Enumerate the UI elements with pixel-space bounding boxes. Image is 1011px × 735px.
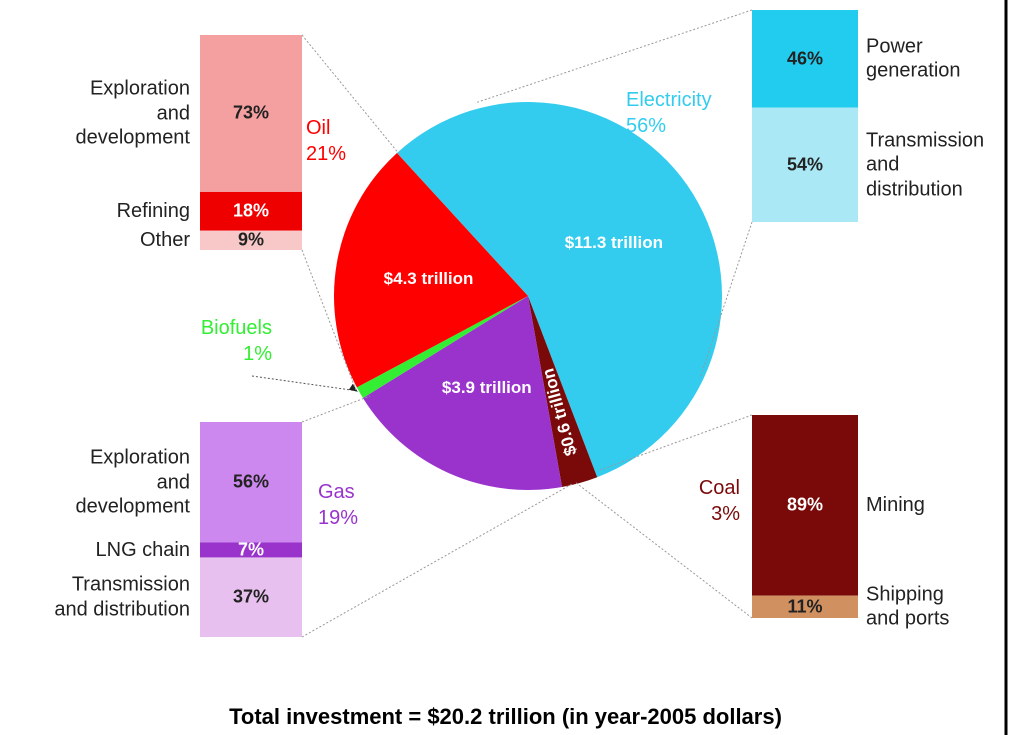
pie-slice	[362, 296, 563, 490]
segment-label: 18%	[232, 200, 270, 221]
part-label: LNG chain	[95, 538, 191, 561]
connector	[699, 221, 753, 379]
category-label: Biofuels	[200, 317, 272, 339]
breakdown-segment	[200, 230, 302, 250]
slice-amount-label: $3.9 trillion	[441, 378, 532, 398]
category-percent: 3%	[711, 503, 740, 525]
segment-label: 7%	[237, 539, 265, 560]
segment-label: 73%	[232, 102, 270, 123]
part-label: Exploration and development	[75, 77, 190, 149]
category-percent: 19%	[318, 507, 359, 529]
pointer-line	[251, 375, 356, 392]
part-label: Transmission and distribution	[866, 129, 985, 200]
part-label: Transmission and distribution	[54, 573, 190, 621]
part-label: Mining	[866, 494, 925, 517]
breakdown-segment	[752, 415, 858, 596]
segment-label: 46%	[786, 48, 824, 69]
part-label: Power generation	[866, 35, 961, 82]
chart-title: Total investment = $20.2 trillion (in ye…	[229, 704, 782, 729]
connector	[599, 414, 753, 471]
connector	[301, 249, 357, 391]
pie-slice	[334, 152, 528, 388]
category-percent: 1%	[243, 343, 272, 365]
segment-label: 89%	[786, 494, 824, 515]
slice-amount-label: $4.3 trillion	[383, 269, 474, 288]
segment-label: 11%	[787, 596, 823, 617]
segment-label: 54%	[786, 154, 824, 175]
slice-amount-label: $11.3 trillion	[564, 232, 663, 252]
breakdown-segment	[752, 107, 858, 222]
breakdown-segment	[200, 542, 302, 558]
category-label: Electricity	[626, 89, 712, 111]
pie-slice	[396, 102, 722, 478]
segment-label: 9%	[237, 229, 265, 250]
connector	[474, 9, 753, 104]
part-label: Exploration and development	[75, 446, 190, 518]
connector	[301, 34, 401, 156]
breakdown-segment	[200, 35, 302, 192]
pie-slice	[356, 296, 528, 398]
pie-slice	[528, 296, 598, 487]
category-label: Oil	[306, 117, 331, 139]
breakdown-segment	[200, 557, 302, 637]
part-label: Shipping and ports	[866, 583, 950, 630]
segment-label: 37%	[232, 586, 270, 607]
category-label: Coal	[698, 477, 740, 499]
connector	[301, 395, 371, 423]
breakdown-segment	[752, 10, 858, 108]
category-label: Gas	[318, 481, 355, 503]
breakdown-segment	[752, 595, 858, 618]
breakdown-segment	[200, 191, 302, 231]
category-percent: 56%	[626, 115, 667, 137]
segment-label: 56%	[232, 471, 270, 492]
breakdown-segment	[200, 422, 302, 543]
part-label: Refining	[116, 200, 190, 223]
part-label: Other	[139, 229, 190, 252]
connector	[574, 481, 753, 619]
category-percent: 21%	[306, 143, 347, 165]
